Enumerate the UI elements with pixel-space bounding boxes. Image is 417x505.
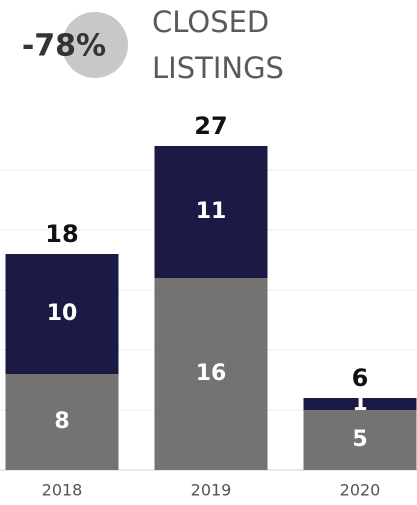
value-label: 5: [352, 427, 367, 452]
x-tick-label: 2018: [42, 481, 83, 500]
value-label: 11: [196, 199, 227, 224]
badge-circle: [62, 12, 128, 78]
bar-segment: [303, 410, 417, 470]
x-tick-label: 2020: [340, 481, 381, 500]
total-label: 27: [194, 112, 227, 140]
total-label: 18: [45, 220, 78, 248]
bar-segment: [5, 374, 119, 470]
chart-title: CLOSED LISTINGS: [152, 5, 284, 85]
value-label: 8: [54, 409, 69, 434]
bar-segment: [154, 146, 268, 278]
bar-segment: [303, 398, 417, 410]
bar-segment: [154, 278, 268, 470]
value-label: 10: [47, 301, 78, 326]
x-tick-label: 2019: [191, 481, 232, 500]
value-label: 16: [196, 361, 227, 386]
value-label: 1: [352, 391, 367, 416]
total-label: 6: [352, 364, 369, 392]
bar-segment: [5, 254, 119, 374]
badge: -78%: [22, 29, 106, 64]
